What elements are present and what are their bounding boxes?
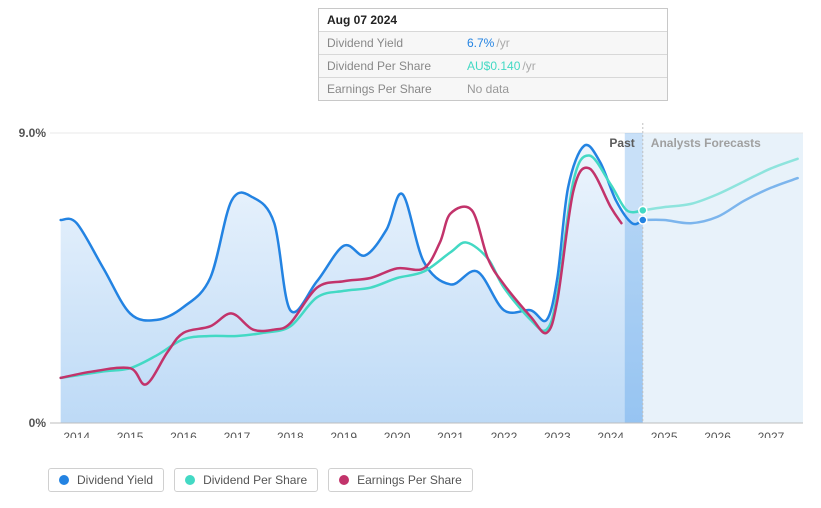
legend-dot [339, 475, 349, 485]
legend-label: Dividend Yield [77, 473, 153, 487]
legend-label: Earnings Per Share [357, 473, 462, 487]
tooltip-row-label: Dividend Per Share [327, 59, 467, 73]
svg-text:0%: 0% [29, 416, 47, 430]
svg-text:2026: 2026 [704, 430, 731, 438]
legend-item-dps[interactable]: Dividend Per Share [174, 468, 318, 492]
tooltip-row-unit: /yr [522, 59, 535, 73]
svg-text:2024: 2024 [597, 430, 624, 438]
svg-text:2019: 2019 [330, 430, 357, 438]
svg-text:2020: 2020 [384, 430, 411, 438]
tooltip-row-unit: /yr [496, 36, 509, 50]
svg-text:9.0%: 9.0% [19, 126, 47, 140]
legend: Dividend Yield Dividend Per Share Earnin… [48, 468, 473, 492]
svg-text:2015: 2015 [117, 430, 144, 438]
svg-text:2025: 2025 [651, 430, 678, 438]
svg-text:2017: 2017 [224, 430, 251, 438]
svg-text:2027: 2027 [758, 430, 785, 438]
tooltip-row-label: Dividend Yield [327, 36, 467, 50]
legend-dot [185, 475, 195, 485]
svg-text:2016: 2016 [170, 430, 197, 438]
dividend-chart: Aug 07 2024 Dividend Yield 6.7% /yr Divi… [8, 8, 813, 500]
legend-label: Dividend Per Share [203, 473, 307, 487]
svg-text:2022: 2022 [491, 430, 518, 438]
tooltip-date: Aug 07 2024 [327, 13, 397, 27]
legend-item-eps[interactable]: Earnings Per Share [328, 468, 473, 492]
legend-dot [59, 475, 69, 485]
svg-text:2023: 2023 [544, 430, 571, 438]
tooltip-row-value: AU$0.140 [467, 59, 520, 73]
tooltip-row-label: Earnings Per Share [327, 82, 467, 96]
svg-text:2018: 2018 [277, 430, 304, 438]
tooltip-row-value: No data [467, 82, 509, 96]
hover-tooltip: Aug 07 2024 Dividend Yield 6.7% /yr Divi… [318, 8, 668, 101]
svg-text:Past: Past [609, 136, 634, 150]
svg-text:Analysts Forecasts: Analysts Forecasts [651, 136, 761, 150]
legend-item-yield[interactable]: Dividend Yield [48, 468, 164, 492]
tooltip-row-value: 6.7% [467, 36, 494, 50]
svg-text:2014: 2014 [63, 430, 90, 438]
svg-text:2021: 2021 [437, 430, 464, 438]
